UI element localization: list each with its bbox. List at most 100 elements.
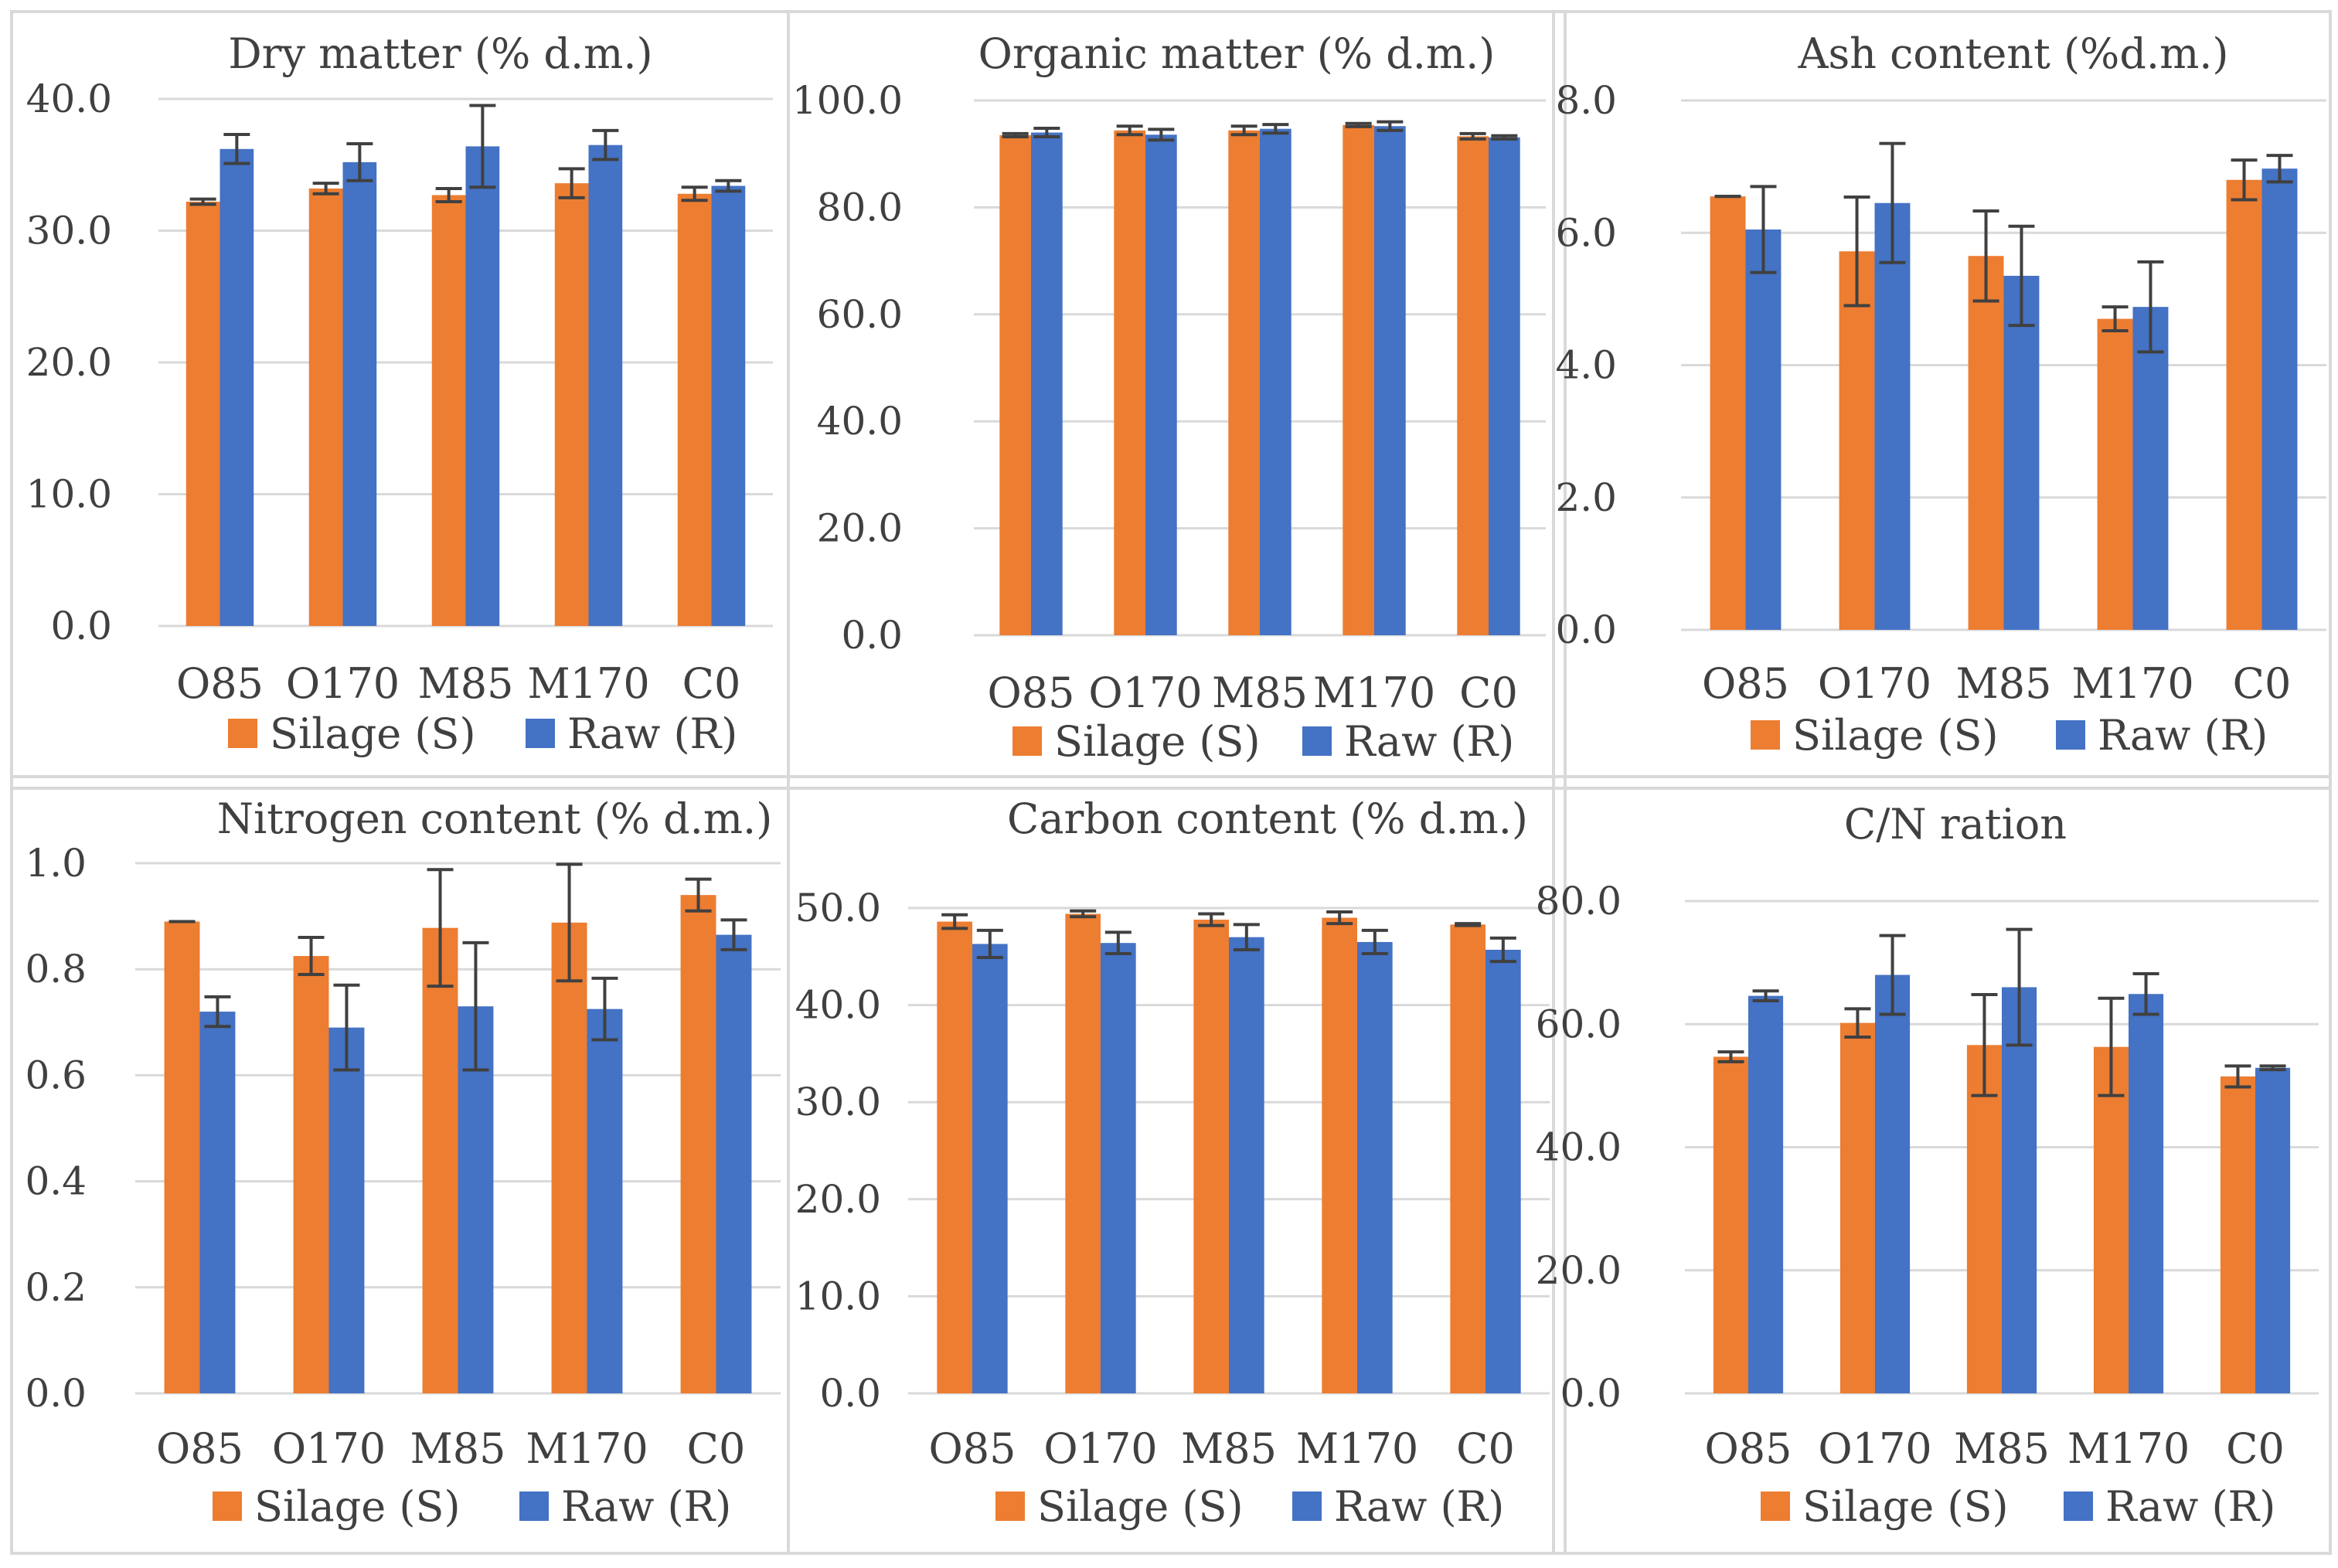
legend-raw-swatch — [519, 1491, 549, 1521]
x-category-label: M85 — [1212, 668, 1308, 717]
legend-silage-swatch — [995, 1491, 1025, 1521]
legend-raw-swatch — [2056, 720, 2085, 750]
legend-silage-swatch — [228, 719, 257, 748]
x-category-label: M170 — [527, 659, 649, 708]
x-category-label: O85 — [929, 1424, 1016, 1473]
legend-raw-label: Raw (R) — [2098, 711, 2268, 760]
y-tick-label: 0.0 — [819, 1371, 881, 1416]
raw-bar-c0 — [1485, 950, 1521, 1393]
raw-bar-m85 — [465, 146, 500, 626]
x-category-label: C0 — [1459, 668, 1518, 717]
silage-bar-c0 — [680, 895, 716, 1393]
silage-bar-m170 — [554, 183, 589, 626]
y-tick-label: 8.0 — [1555, 78, 1617, 123]
y-tick-label: 0.8 — [25, 947, 87, 991]
silage-bar-o170 — [1839, 1022, 1875, 1393]
silage-bar-m85 — [431, 195, 466, 627]
chart-title: Organic matter (% d.m.) — [978, 29, 1496, 78]
silage-bar-c0 — [1450, 924, 1485, 1393]
silage-error-bar-m170 — [556, 862, 583, 983]
x-category-label: O170 — [272, 1424, 386, 1473]
legend-raw-label: Raw (R) — [2105, 1482, 2275, 1531]
silage-error-bar-m170 — [2101, 305, 2129, 332]
x-category-label: O85 — [988, 668, 1075, 717]
silage-bar-o170 — [1065, 913, 1101, 1393]
x-category-label: C0 — [2226, 1424, 2285, 1473]
x-category-label: O170 — [1818, 1424, 1931, 1473]
raw-error-bar-c0 — [1489, 936, 1516, 964]
raw-bar-o85 — [199, 1012, 236, 1393]
silage-error-bar-o170 — [312, 182, 339, 196]
raw-error-bar-m85 — [2006, 927, 2033, 1047]
raw-error-bar-o85 — [1750, 185, 1777, 274]
raw-error-bar-c0 — [2266, 154, 2293, 184]
raw-bar-o85 — [972, 944, 1008, 1393]
silage-error-bar-c0 — [2231, 158, 2258, 202]
x-category-label: M170 — [526, 1424, 648, 1473]
y-tick-label: 20.0 — [1536, 1248, 1622, 1293]
silage-error-bar-m85 — [1972, 209, 1999, 303]
legend-silage-swatch — [1761, 1491, 1790, 1521]
raw-error-bar-m85 — [1233, 923, 1260, 952]
y-tick-label: 40.0 — [817, 399, 903, 444]
silage-bar-c0 — [2226, 179, 2262, 630]
legend-raw-label: Raw (R) — [567, 709, 737, 758]
silage-bar-o85 — [937, 921, 972, 1393]
panel-border — [10, 10, 790, 790]
legend: Silage (S) Raw (R) — [1012, 717, 1514, 766]
y-tick-label: 40.0 — [1536, 1125, 1622, 1170]
raw-bar-m170 — [587, 1008, 623, 1393]
x-category-label: O85 — [176, 659, 264, 708]
silage-bar-m85 — [422, 927, 458, 1393]
legend-silage-label: Silage (S) — [1037, 1482, 1244, 1531]
silage-error-bar-c0 — [681, 185, 708, 202]
legend-raw-swatch — [2064, 1491, 2093, 1521]
silage-error-bar-m85 — [435, 186, 462, 203]
raw-bar-m170 — [588, 145, 623, 627]
silage-error-bar-m85 — [427, 868, 454, 988]
raw-error-bar-o85 — [223, 133, 250, 165]
raw-error-bar-o85 — [1033, 126, 1060, 139]
legend-silage-label: Silage (S) — [1054, 717, 1261, 766]
y-tick-label: 100.0 — [792, 78, 903, 123]
raw-bar-c0 — [2261, 168, 2298, 631]
silage-bar-m170 — [2093, 1046, 2129, 1393]
silage-error-bar-o85 — [941, 913, 968, 930]
silage-error-bar-o170 — [1843, 196, 1870, 308]
x-category-label: O170 — [286, 659, 400, 708]
raw-bar-m85 — [2002, 987, 2037, 1393]
silage-bar-m85 — [1966, 1045, 2002, 1393]
y-tick-label: 60.0 — [1536, 1002, 1622, 1046]
raw-error-bar-m170 — [2132, 971, 2159, 1016]
silage-error-bar-m170 — [1345, 121, 1372, 128]
raw-bar-o170 — [1875, 974, 1911, 1393]
raw-error-bar-m170 — [1377, 120, 1404, 132]
raw-bar-m85 — [2003, 275, 2040, 630]
legend-raw-swatch — [1302, 726, 1332, 756]
x-category-label: M85 — [417, 659, 513, 708]
x-category-label: C0 — [687, 1424, 746, 1473]
silage-error-bar-m170 — [1326, 910, 1353, 926]
legend: Silage (S) Raw (R) — [228, 709, 737, 758]
legend-silage-label: Silage (S) — [1802, 1482, 2009, 1531]
silage-bar-m85 — [1968, 256, 2004, 630]
raw-error-bar-o170 — [333, 983, 360, 1072]
dry-matter-panel: 0.0 10.0 20.0 30.0 40.0 Dry matter (% d.m.) O8… — [10, 10, 790, 790]
y-tick-label: 20.0 — [26, 340, 112, 385]
y-tick-label: 20.0 — [795, 1177, 881, 1222]
legend-silage-label: Silage (S) — [1792, 711, 1999, 760]
silage-bar-o85 — [1713, 1056, 1748, 1393]
y-tick-label: 80.0 — [1536, 879, 1622, 923]
raw-bar-m170 — [1374, 126, 1406, 635]
raw-error-bar-m170 — [592, 128, 619, 162]
raw-bar-o170 — [1874, 202, 1911, 630]
silage-error-bar-o170 — [1844, 1007, 1871, 1039]
x-category-label: M170 — [1313, 668, 1435, 717]
x-category-label: M170 — [2071, 659, 2193, 708]
y-tick-label: 30.0 — [795, 1080, 881, 1124]
silage-bar-m85 — [1193, 920, 1229, 1393]
silage-bar-o85 — [999, 134, 1031, 636]
raw-bar-o170 — [328, 1027, 365, 1393]
x-category-label: O85 — [1705, 1424, 1792, 1473]
y-tick-label: 80.0 — [817, 185, 903, 230]
